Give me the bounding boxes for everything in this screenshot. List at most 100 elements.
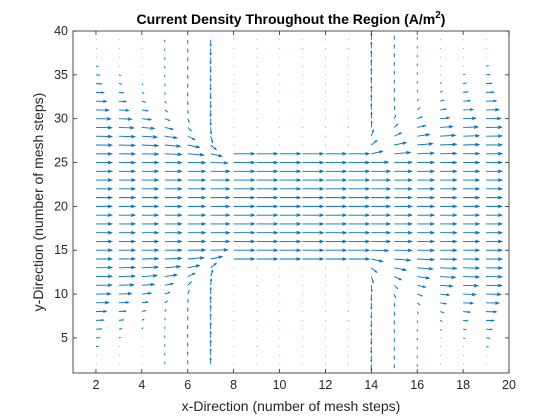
- vector-arrow: [417, 169, 436, 174]
- x-tick-label: 18: [456, 378, 470, 392]
- vector-arrow: [371, 248, 390, 253]
- vector-arrow: [164, 273, 179, 277]
- vector-arrow: [417, 222, 436, 226]
- vector-arrow: [256, 169, 279, 174]
- vector-arrow: [440, 169, 458, 174]
- vector-arrow: [370, 285, 373, 293]
- vector-arrow: [186, 39, 189, 45]
- vector-arrow: [440, 293, 451, 297]
- x-tick-label: 6: [184, 378, 191, 392]
- vector-arrow: [118, 134, 137, 139]
- vector-arrow: [486, 195, 504, 200]
- vector-arrow: [325, 257, 348, 261]
- vector-arrow: [187, 101, 189, 106]
- vector-arrow: [302, 222, 325, 226]
- vector-arrow: [440, 311, 445, 314]
- vector-arrow: [95, 336, 101, 339]
- x-tick-label: 20: [502, 378, 516, 392]
- vector-arrow: [164, 195, 183, 200]
- vector-arrow: [325, 195, 348, 200]
- vector-arrow: [186, 83, 189, 89]
- vector-arrow: [209, 74, 212, 83]
- vector-arrow: [463, 292, 477, 297]
- vector-arrow: [118, 126, 135, 130]
- vector-arrow: [348, 230, 371, 235]
- vector-arrow: [164, 308, 167, 312]
- vector-arrow: [439, 90, 444, 93]
- vector-arrow: [95, 117, 112, 121]
- vector-arrow: [187, 144, 201, 149]
- vector-arrow: [279, 230, 302, 235]
- vector-arrow: [325, 204, 348, 209]
- vector-arrow: [302, 187, 325, 191]
- vector-arrow: [348, 160, 371, 165]
- vector-arrow: [210, 269, 214, 277]
- vector-arrow: [187, 281, 193, 286]
- vector-arrow: [256, 204, 279, 209]
- vector-arrow: [141, 230, 160, 235]
- vector-arrow: [279, 204, 302, 209]
- vector-arrow: [95, 134, 114, 139]
- vector-arrow: [417, 276, 431, 280]
- vector-arrow: [164, 187, 183, 191]
- vector-arrow: [187, 256, 205, 260]
- vector-arrow: [393, 293, 397, 299]
- vector-arrow: [417, 187, 436, 191]
- vector-arrow: [118, 160, 137, 165]
- vector-arrow: [141, 83, 144, 86]
- vector-arrow: [233, 178, 256, 182]
- vector-arrow: [393, 52, 396, 58]
- vector-arrow: [210, 239, 231, 244]
- x-tick-label: 16: [410, 378, 424, 392]
- vector-arrow: [417, 204, 436, 209]
- vector-arrow: [417, 116, 424, 120]
- vector-arrow: [463, 116, 477, 121]
- vector-arrow: [118, 169, 137, 174]
- vector-arrow: [141, 109, 149, 112]
- vector-arrow: [370, 41, 373, 49]
- vector-arrow: [210, 204, 231, 209]
- vector-arrow: [95, 239, 114, 244]
- vector-arrow: [348, 187, 371, 191]
- vector-arrow: [486, 292, 503, 297]
- vector-arrow: [463, 134, 481, 138]
- vector-arrow: [233, 257, 256, 261]
- y-tick-label: 25: [54, 156, 68, 170]
- vector-arrow: [394, 195, 414, 200]
- vector-arrow: [118, 74, 122, 76]
- vector-arrow: [370, 49, 373, 58]
- vector-arrow: [164, 256, 183, 261]
- vector-arrow: [394, 213, 414, 217]
- vector-arrow: [233, 187, 256, 191]
- vector-arrow: [462, 73, 466, 76]
- vector-arrow: [118, 319, 125, 321]
- vector-arrow: [417, 160, 436, 165]
- vector-arrow: [141, 152, 160, 156]
- vector-arrow: [209, 304, 212, 312]
- vector-arrow: [210, 169, 231, 174]
- vector-arrow: [394, 258, 412, 262]
- vector-arrow: [141, 126, 156, 130]
- vector-arrow: [417, 257, 436, 262]
- vector-arrow: [186, 350, 189, 356]
- vector-arrow: [118, 328, 123, 330]
- vector-arrow: [486, 125, 504, 130]
- vector-arrow: [95, 274, 114, 279]
- vector-arrow: [118, 213, 137, 217]
- vector-arrow: [348, 195, 371, 200]
- vector-arrow: [209, 83, 212, 92]
- vector-arrow: [209, 57, 212, 65]
- vector-arrow: [440, 133, 457, 138]
- vector-arrow: [164, 144, 182, 148]
- vector-arrow: [95, 143, 114, 147]
- vector-arrow: [463, 257, 481, 261]
- vector-arrow: [95, 160, 114, 165]
- vector-arrow: [233, 195, 256, 200]
- vector-arrow: [209, 356, 212, 365]
- vector-arrow: [440, 266, 458, 271]
- vector-arrow: [164, 248, 183, 252]
- vector-arrow: [210, 262, 218, 269]
- vector-arrow: [370, 111, 373, 119]
- vector-arrow: [371, 267, 378, 274]
- vector-arrow: [463, 160, 481, 165]
